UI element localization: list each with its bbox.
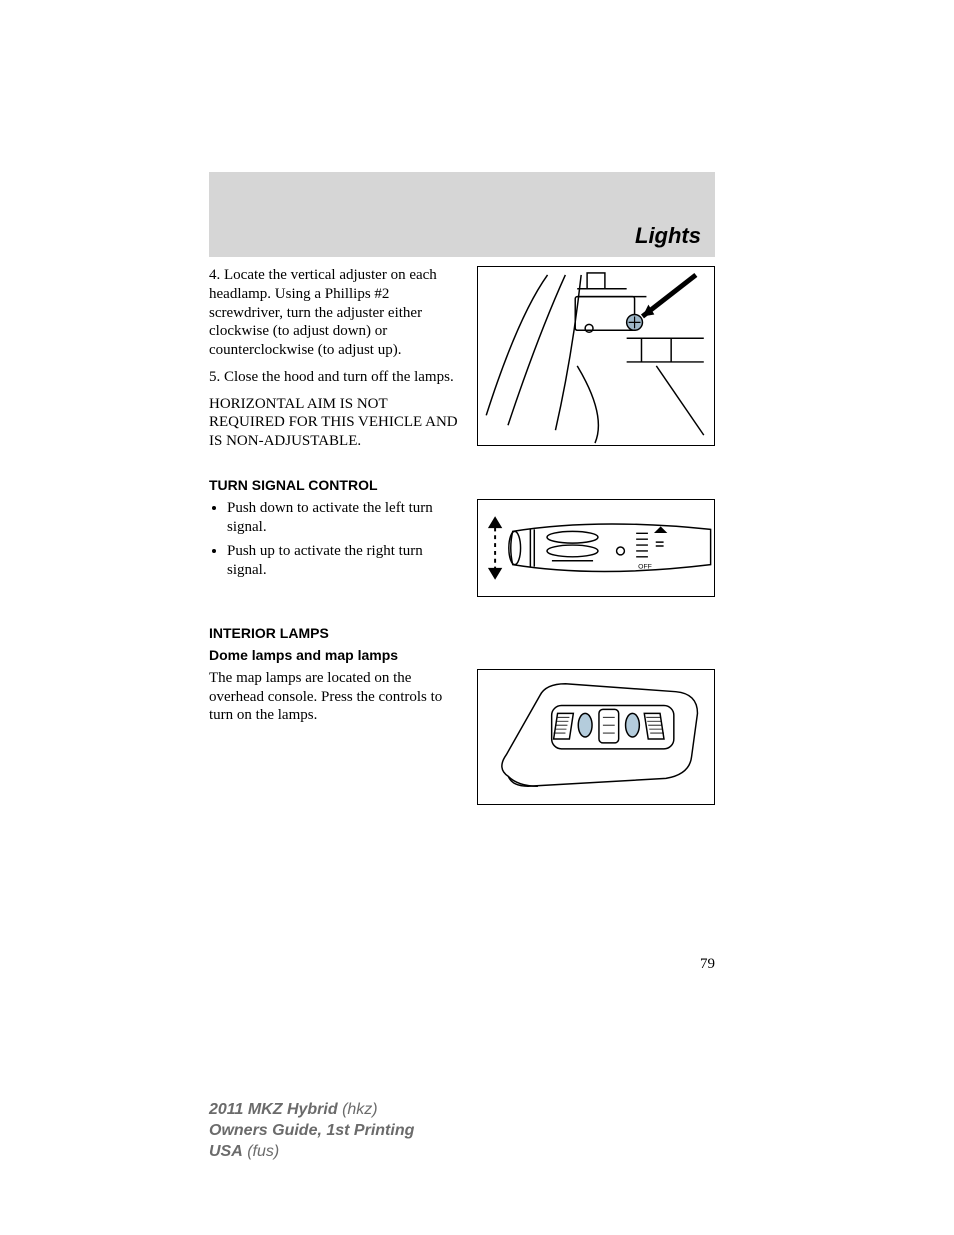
text-col-3: The map lamps are located on the overhea… — [209, 669, 459, 805]
text-col-1: 4. Locate the vertical adjuster on each … — [209, 266, 459, 459]
footer-line-2: Owners Guide, 1st Printing — [209, 1121, 414, 1142]
page-header-title: Lights — [635, 223, 701, 249]
footer-region: USA — [209, 1143, 243, 1160]
row-interior: The map lamps are located on the overhea… — [209, 669, 715, 805]
figure-col-headlamp — [477, 266, 715, 459]
para-note: HORIZONTAL AIM IS NOT REQUIRED FOR THIS … — [209, 395, 459, 451]
page-number: 79 — [700, 956, 715, 973]
turn-signal-bullets: Push down to activate the left turn sign… — [227, 499, 459, 580]
para-interior: The map lamps are located on the overhea… — [209, 669, 459, 725]
figure-headlamp — [477, 266, 715, 446]
figure-col-stalk: OFF — [477, 499, 715, 597]
row-headlamp: 4. Locate the vertical adjuster on each … — [209, 266, 715, 459]
footer-region-code: (fus) — [243, 1143, 279, 1160]
svg-text:OFF: OFF — [638, 563, 652, 570]
figure-col-console — [477, 669, 715, 805]
para-step5: 5. Close the hood and turn off the lamps… — [209, 368, 459, 387]
figure-turn-stalk: OFF — [477, 499, 715, 597]
text-col-2: Push down to activate the left turn sign… — [209, 499, 459, 597]
bullet-left: Push down to activate the left turn sign… — [227, 499, 459, 537]
header-box: Lights — [209, 172, 715, 257]
footer-line-3: USA (fus) — [209, 1142, 414, 1163]
para-step4: 4. Locate the vertical adjuster on each … — [209, 266, 459, 360]
footer-model: 2011 MKZ Hybrid — [209, 1101, 338, 1118]
footer-model-code: (hkz) — [338, 1101, 378, 1118]
figure-overhead-console — [477, 669, 715, 805]
heading-turn-signal: TURN SIGNAL CONTROL — [209, 477, 715, 493]
footer: 2011 MKZ Hybrid (hkz) Owners Guide, 1st … — [209, 1100, 414, 1162]
row-turn-signal: Push down to activate the left turn sign… — [209, 499, 715, 597]
heading-interior-lamps: INTERIOR LAMPS — [209, 625, 715, 641]
bullet-right: Push up to activate the right turn signa… — [227, 542, 459, 580]
subheading-dome-map: Dome lamps and map lamps — [209, 647, 715, 663]
footer-guide: Owners Guide, 1st Printing — [209, 1122, 414, 1139]
footer-line-1: 2011 MKZ Hybrid (hkz) — [209, 1100, 414, 1121]
page-content: 4. Locate the vertical adjuster on each … — [209, 266, 715, 823]
